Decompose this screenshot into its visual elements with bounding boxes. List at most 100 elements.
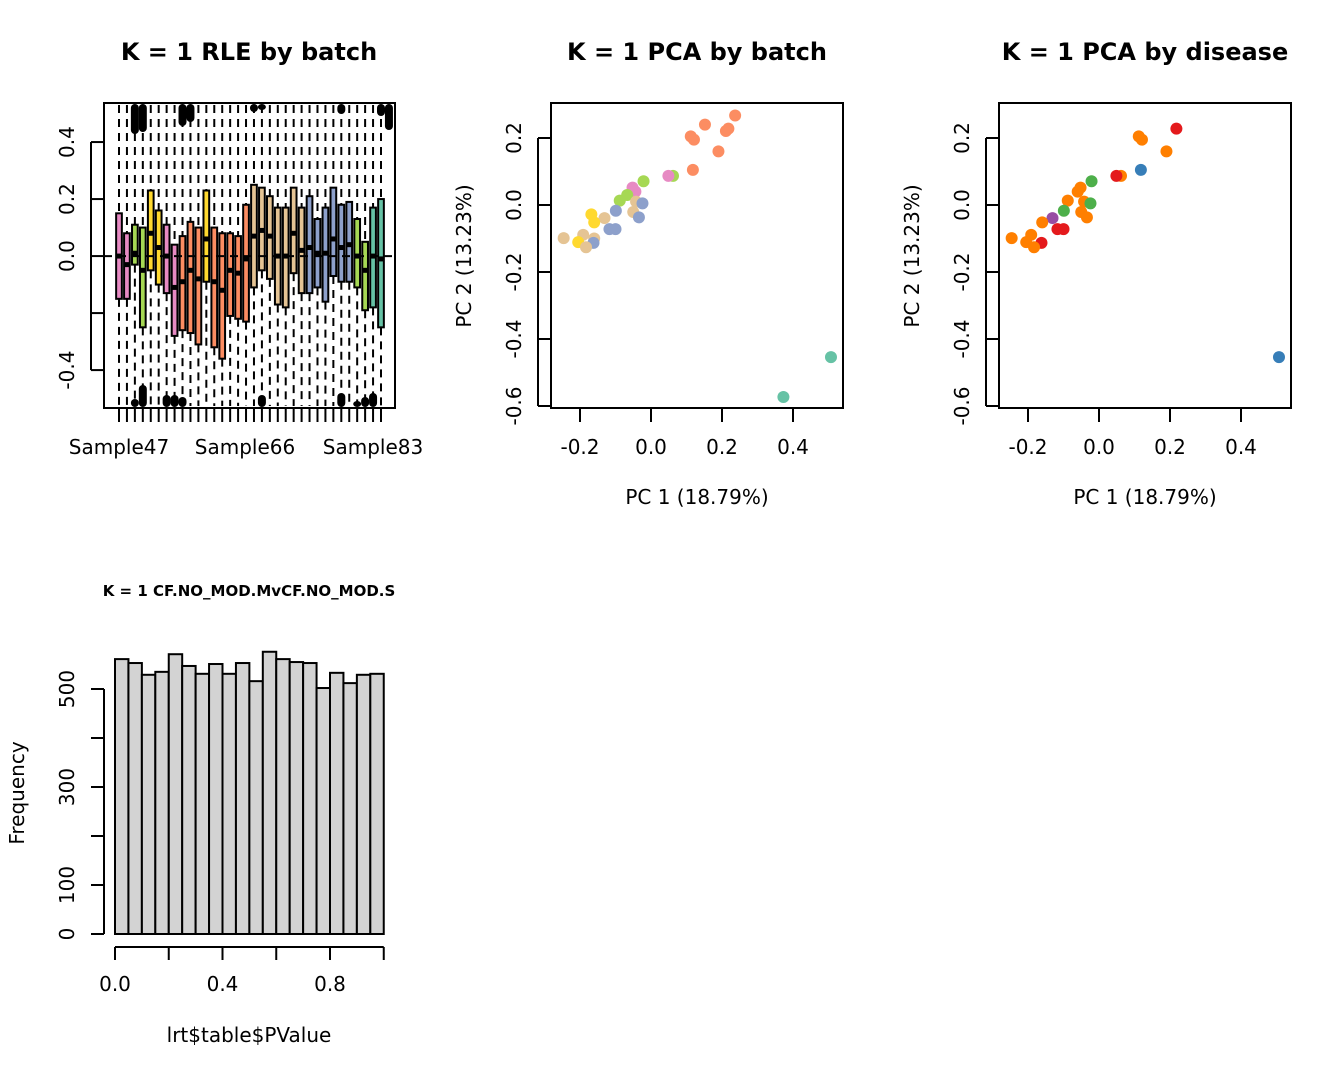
rle-outliers-top [384,104,393,130]
hist-bar [369,672,385,935]
hist-ytick-label: 300 [55,768,79,806]
pca-disease-point [1084,197,1097,210]
hist-bar [194,672,211,935]
pca-disease-point [1057,223,1070,236]
pca-disease-point [1160,145,1173,158]
rle-box-body [345,200,354,283]
pca-batch-point [698,118,711,131]
rle-box [321,105,330,406]
rle-box [186,105,195,406]
pca-batch-point [609,223,622,236]
hist-bar [181,664,197,935]
rle-axes: 0.4 0.2 0.0 -0.4 Sample47 Sample66 Sample83 [55,126,423,459]
pca-batch-title: K = 1 PCA by batch [567,38,827,66]
pca-disease-point [1061,194,1074,207]
rle-outliers-bottom [361,397,370,407]
rle-box [289,105,298,406]
hist-bar [275,658,291,935]
rle-box [242,105,250,406]
hist-bar [261,650,278,935]
pca-disease-ytick-label: 0.0 [950,189,974,221]
rle-box-body [353,218,362,289]
hist-bar [208,663,224,935]
rle-marks [104,104,395,407]
pca-disease-point [1110,169,1123,182]
pca-batch-point [598,212,611,225]
hist-bars [114,650,385,936]
pca-batch-ytick-label: -0.6 [502,386,526,425]
pca-disease-point [1057,204,1070,217]
rle-box [146,105,155,406]
hist-xlabel: lrt$table$PValue [167,1023,332,1047]
pca-batch-ytick-label: -0.2 [502,252,526,291]
rle-box [361,105,369,406]
hist-bar [329,671,345,936]
hist-axes: 0.0 0.4 0.8 0 100 300 500 [55,670,385,996]
hist-bar [288,661,305,935]
pca-batch-point [637,175,650,188]
rle-box [297,105,306,406]
rle-outliers-top [186,104,195,122]
pca-batch-xlabel: PC 1 (18.79%) [625,485,768,509]
rle-box [250,105,258,406]
hist-bar [302,662,318,936]
rle-box [377,105,385,406]
pca-disease-points [1005,122,1285,364]
pca-disease-xlabel: PC 1 (18.79%) [1073,485,1216,509]
hist-bar [342,682,358,935]
rle-box-body [377,198,385,329]
rle-outliers-top [337,104,346,114]
rle-box [123,105,131,406]
rle-outliers-top [138,104,147,132]
hist-xtick-label: 0.0 [99,972,131,996]
rle-outliers-bottom [369,393,378,407]
pca-disease-point [1071,185,1084,198]
rle-box-body [242,203,250,323]
rle-box-body [218,232,227,360]
rle-box-body [329,186,338,278]
pca-disease-point [1134,163,1147,176]
hist-bar [154,670,170,935]
pca-batch-point [609,204,622,217]
pca-batch-point [613,194,626,207]
rle-xtick-label: Sample83 [323,435,423,459]
rle-outliers-top [130,104,139,134]
pca-disease-xtick-label: 0.2 [1154,435,1186,459]
pca-disease-point [1046,212,1059,225]
rle-box [194,105,203,406]
rle-outliers-top [257,104,266,110]
rle-outliers-bottom [130,399,139,407]
pca-disease-axes: -0.2 0.0 0.2 0.4 0.2 0.0 -0.2 -0.4 -0.6 [950,122,1257,459]
pca-batch-ytick-label: 0.0 [502,189,526,221]
rle-outliers-bottom [162,395,171,407]
rle-title: K = 1 RLE by batch [121,38,377,66]
rle-box [178,105,187,406]
rle-box [313,105,322,406]
pca-batch-xtick-label: -0.2 [560,435,599,459]
pca-batch-point [632,211,645,224]
pca-disease-panel: K = 1 PCA by disease -0.2 0.0 0.2 0.4 0.2 0.0… [900,38,1292,509]
rle-box [345,105,354,406]
rle-box-body [170,243,179,337]
rle-box [138,105,147,406]
rle-outliers-bottom [257,395,266,407]
pca-disease-point [1005,232,1018,245]
rle-ytick-label: 0.0 [55,240,79,272]
pca-disease-xtick-label: 0.0 [1083,435,1115,459]
rle-box-body [162,223,171,295]
pca-disease-point [1028,241,1041,254]
rle-box-body [305,195,314,295]
pca-batch-point [686,163,699,176]
pca-disease-ytick-label: -0.6 [950,386,974,425]
hist-title: K = 1 CF.NO_MOD.MvCF.NO_MOD.S [103,582,396,600]
rle-box [234,105,242,406]
pca-disease-point [1272,351,1285,364]
pca-disease-ytick-label: 0.2 [950,122,974,154]
rle-ytick-label: 0.2 [55,183,79,215]
rle-box [202,105,211,406]
pca-batch-xtick-label: 0.2 [706,435,738,459]
rle-boxplot-panel: K = 1 RLE by batch 0.4 0.2 0.0 -0.4 Sample47… [55,38,423,459]
hist-xtick-label: 0.8 [314,972,346,996]
hist-bar [167,653,184,936]
